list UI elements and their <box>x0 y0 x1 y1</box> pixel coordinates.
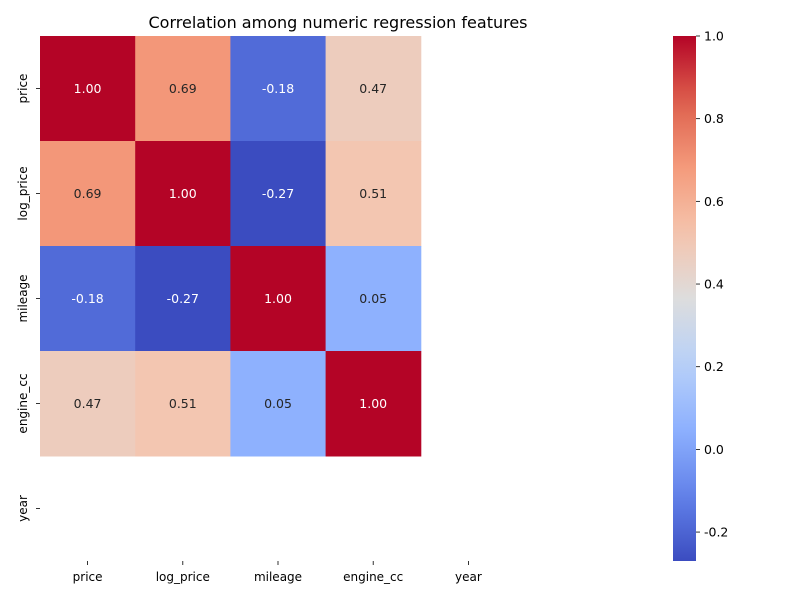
heatmap-cell-mileage-price <box>40 246 136 352</box>
colorbar-tick-label: -0.2 <box>704 525 728 540</box>
cell-value-label: -0.18 <box>71 291 103 306</box>
cell-value-label: -0.27 <box>167 291 199 306</box>
heatmap-cell-price-log_price <box>135 36 231 142</box>
colorbar-tick-label: 1.0 <box>704 29 724 44</box>
y-tick-label: log_price <box>16 166 30 220</box>
heatmap-cell-engine_cc-log_price <box>135 351 231 457</box>
heatmap-cell-log_price-engine_cc <box>325 141 422 247</box>
chart-title: Correlation among numeric regression fea… <box>148 13 527 32</box>
cell-value-label: 0.51 <box>169 396 197 411</box>
y-tick-label: price <box>16 74 30 104</box>
cell-value-label: 0.51 <box>359 186 387 201</box>
colorbar-ticks: -0.2 0.0 0.2 0.4 0.6 0.8 1.0 <box>696 29 728 540</box>
y-tick-label: engine_cc <box>16 373 30 433</box>
x-tick-label: engine_cc <box>343 570 403 584</box>
colorbar-tick-label: 0.6 <box>704 194 724 209</box>
x-tick-label: price <box>73 570 103 584</box>
heatmap-cell-price-engine_cc <box>325 36 422 142</box>
y-tick-label: mileage <box>16 274 30 322</box>
cell-value-label: 1.00 <box>74 81 102 96</box>
colorbar-tick-label: 0.4 <box>704 277 724 292</box>
cell-value-label: 0.69 <box>169 81 197 96</box>
cell-value-label: 1.00 <box>264 291 292 306</box>
cell-value-label: -0.27 <box>262 186 294 201</box>
heatmap-cell-engine_cc-price <box>40 351 136 457</box>
heatmap-cell-log_price-mileage <box>230 141 327 247</box>
colorbar-tick-label: 0.2 <box>704 359 724 374</box>
cell-value-label: 0.69 <box>74 186 102 201</box>
cell-value-label: 1.00 <box>359 396 387 411</box>
heatmap-cell-price-price <box>40 36 136 142</box>
heatmap-cell-mileage-engine_cc <box>325 246 422 352</box>
heatmap-cell-log_price-price <box>40 141 136 247</box>
cell-value-label: 1.00 <box>169 186 197 201</box>
heatmap-cell-log_price-log_price <box>135 141 231 247</box>
x-tick-label: year <box>455 570 482 584</box>
heatmap-cell-price-mileage <box>230 36 327 142</box>
x-tick-label: log_price <box>156 570 210 584</box>
colorbar-tick-label: 0.8 <box>704 111 724 126</box>
heatmap-cells: 1.00 0.69 -0.18 0.47 0.69 1.00 -0.27 0.51 -0.18 -… <box>40 36 422 457</box>
heatmap-cell-mileage-mileage <box>230 246 327 352</box>
x-axis: price log_price mileage engine_cc year <box>73 561 482 584</box>
colorbar-gradient <box>673 36 696 561</box>
x-tick-label: mileage <box>254 570 302 584</box>
heatmap-cell-engine_cc-engine_cc <box>325 351 422 457</box>
cell-value-label: -0.18 <box>262 81 294 96</box>
cell-value-label: 0.47 <box>74 396 102 411</box>
heatmap-cell-mileage-log_price <box>135 246 231 352</box>
colorbar: -0.2 0.0 0.2 0.4 0.6 0.8 1.0 <box>673 29 728 561</box>
cell-value-label: 0.47 <box>359 81 387 96</box>
cell-value-label: 0.05 <box>359 291 387 306</box>
cell-value-label: 0.05 <box>264 396 292 411</box>
y-tick-label: year <box>16 495 30 522</box>
colorbar-tick-label: 0.0 <box>704 442 724 457</box>
heatmap-cell-engine_cc-mileage <box>230 351 327 457</box>
